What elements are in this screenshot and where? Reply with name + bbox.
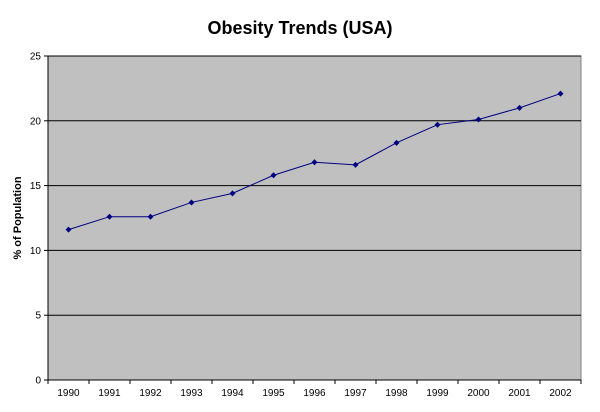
axes (47, 56, 581, 381)
data-point (229, 190, 236, 197)
x-tick-label: 1996 (303, 388, 326, 399)
x-tick-label: 1993 (180, 388, 203, 399)
x-tick-label: 2002 (549, 388, 572, 399)
y-tick-label: 5 (35, 311, 41, 322)
x-tick-label: 1999 (426, 388, 449, 399)
series (65, 90, 564, 233)
y-tick-label: 20 (30, 116, 42, 127)
data-point (352, 161, 359, 168)
data-point (516, 104, 523, 111)
gridlines (48, 55, 581, 316)
x-tick-label: 2000 (467, 388, 490, 399)
data-point (311, 159, 318, 166)
x-axis-ticks: 1990 1991 1992 1993 1994 1995 1996 1997 1998 1999… (47, 380, 582, 399)
x-tick-label: 2001 (508, 388, 531, 399)
x-tick-label: 1997 (344, 388, 367, 399)
data-point (434, 121, 441, 128)
data-point (106, 213, 113, 220)
y-tick-label: 10 (30, 246, 42, 257)
data-point (65, 226, 72, 233)
y-axis-label: % of Population (12, 176, 24, 259)
x-tick-label: 1994 (221, 388, 244, 399)
data-point (393, 139, 400, 146)
data-point (270, 172, 277, 179)
data-point (475, 116, 482, 123)
y-tick-label: 0 (35, 376, 41, 387)
x-tick-label: 1995 (262, 388, 285, 399)
chart-title: Obesity Trends (USA) (207, 18, 392, 38)
data-point (147, 213, 154, 220)
x-tick-label: 1991 (98, 388, 121, 399)
x-tick-label: 1998 (385, 388, 408, 399)
y-axis-ticks: 0 5 10 15 20 25 (30, 52, 48, 387)
x-tick-label: 1992 (139, 388, 162, 399)
data-point (557, 90, 564, 97)
y-tick-label: 25 (30, 52, 42, 63)
y-tick-label: 15 (30, 181, 42, 192)
data-point (188, 199, 195, 206)
plot-area (47, 55, 582, 381)
x-tick-label: 1990 (57, 388, 80, 399)
